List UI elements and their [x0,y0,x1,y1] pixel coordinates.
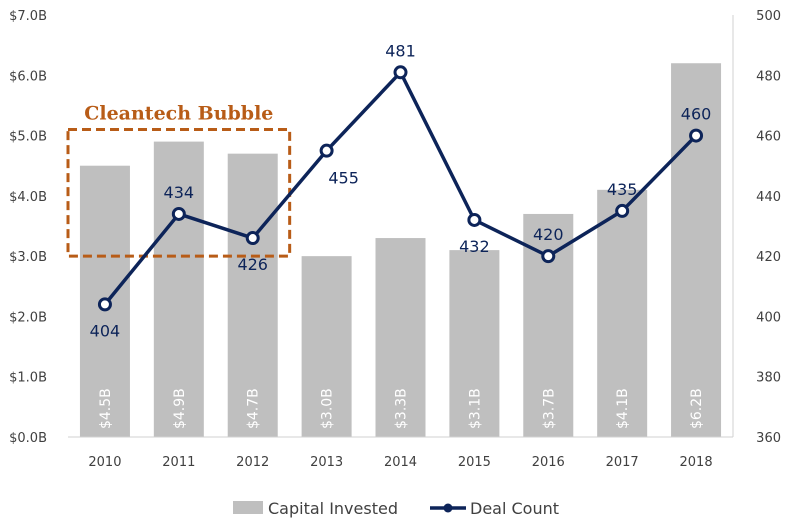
bar-value-label: $4.1B [615,388,631,429]
bar-value-label: $4.9B [172,388,188,429]
deal-count-point-2014 [393,65,408,80]
deal-count-label: 434 [164,183,195,202]
legend-swatch-deal-count-marker [443,503,453,513]
deal-count-label: 426 [237,255,268,274]
deal-count-point-2011 [171,206,186,221]
x-tick-label: 2018 [680,455,713,470]
y-right-tick-label: 480 [756,69,781,84]
deal-count-point-2013 [319,143,334,158]
x-tick-label: 2015 [458,455,491,470]
deal-count-label: 420 [533,225,564,244]
y-right-tick-label: 440 [756,190,781,205]
y-right-tick-label: 460 [756,130,781,145]
bar-2017 [597,189,648,437]
bar-2018 [671,63,722,437]
bar-2012 [227,153,278,437]
y-right-tick-label: 420 [756,250,781,265]
deal-count-label: 404 [90,321,121,340]
deal-count-point-2016 [541,249,556,264]
bar-value-label: $3.0B [320,388,336,429]
legend-label-capital-invested: Capital Invested [268,499,398,518]
legend-swatch-capital-invested [233,501,263,514]
bar-value-label: $3.7B [541,388,557,429]
bar-value-label: $6.2B [689,388,705,429]
bar-2011 [153,141,204,437]
deal-count-label: 435 [607,180,638,199]
bar-2015 [449,250,500,437]
deal-count-label: 455 [328,169,359,188]
deal-count-label: 460 [681,105,712,124]
bar-2013 [301,256,352,437]
deal-count-point-2017 [615,203,630,218]
y-left-tick-label: $7.0B [9,9,47,24]
x-tick-label: 2011 [162,455,195,470]
deal-count-point-2012 [245,231,260,246]
y-right-tick-label: 360 [756,431,781,446]
bar-value-label: $4.5B [98,388,114,429]
x-tick-label: 2010 [88,455,121,470]
x-tick-label: 2016 [532,455,565,470]
deal-count-point-2015 [467,212,482,227]
y-left-tick-label: $1.0B [9,371,47,386]
y-left-tick-label: $2.0B [9,310,47,325]
bar-2014 [375,238,426,437]
y-left-tick-label: $4.0B [9,190,47,205]
y-right-tick-label: 380 [756,371,781,386]
x-tick-label: 2012 [236,455,269,470]
y-right-tick-label: 400 [756,310,781,325]
deal-count-point-2010 [97,297,112,312]
x-tick-label: 2013 [310,455,343,470]
cleantech-bubble-title: Cleantech Bubble [84,103,273,125]
bar-value-label: $3.1B [467,388,483,429]
deal-count-label: 481 [385,41,416,60]
y-left-tick-label: $0.0B [9,431,47,446]
deal-count-label: 432 [459,237,490,256]
y-right-tick-label: 500 [756,9,781,24]
legend-label-deal-count: Deal Count [470,499,559,518]
bar-value-label: $3.3B [394,388,410,429]
y-left-tick-label: $3.0B [9,250,47,265]
y-left-tick-label: $6.0B [9,69,47,84]
y-left-tick-label: $5.0B [9,130,47,145]
deal-count-point-2018 [689,128,704,143]
x-tick-label: 2017 [606,455,639,470]
bar-value-label: $4.7B [246,388,262,429]
x-tick-label: 2014 [384,455,417,470]
